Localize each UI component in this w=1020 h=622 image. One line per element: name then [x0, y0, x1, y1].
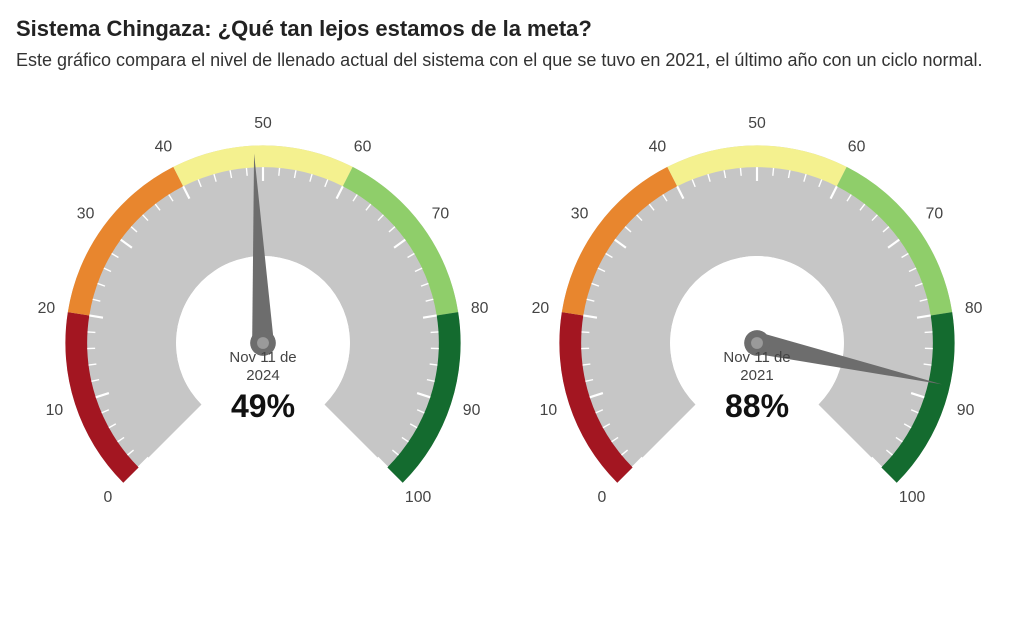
svg-text:70: 70 [432, 206, 450, 223]
gauge-left-date2: 2024 [229, 367, 296, 384]
svg-text:20: 20 [38, 300, 56, 317]
gauge-left-date1: Nov 11 de [229, 349, 296, 366]
gauge-right-value: 88% [723, 388, 790, 425]
svg-text:50: 50 [254, 115, 272, 132]
svg-text:80: 80 [965, 300, 983, 317]
gauge-right-date1: Nov 11 de [723, 349, 790, 366]
gauges-row: 0102030405060708090100 Nov 11 de 2024 49… [16, 96, 1004, 511]
svg-text:20: 20 [532, 300, 550, 317]
gauge-right-svg: 0 10 20 30 40 50 60 70 80 90 100 [510, 96, 1004, 511]
chart-title: Sistema Chingaza: ¿Qué tan lejos estamos… [16, 16, 1004, 42]
gauge-left-center: Nov 11 de 2024 49% [229, 349, 296, 424]
gauge-left-value: 49% [229, 388, 296, 425]
svg-text:80: 80 [471, 300, 489, 317]
svg-text:40: 40 [649, 139, 667, 156]
svg-text:60: 60 [848, 139, 866, 156]
svg-text:0: 0 [598, 490, 607, 507]
gauge-right-date2: 2021 [723, 367, 790, 384]
svg-text:0: 0 [104, 490, 113, 507]
svg-text:100: 100 [405, 490, 432, 507]
gauge-right-center: Nov 11 de 2021 88% [723, 349, 790, 424]
gauge-left: 0 10 20 30 40 50 60 70 80 90 100 Nov 11 de 2024 49… [16, 96, 510, 511]
svg-text:30: 30 [77, 206, 95, 223]
gauge-right: 0 10 20 30 40 50 60 70 80 90 100 Nov 11 de 2021 88… [510, 96, 1004, 511]
svg-text:50: 50 [748, 115, 766, 132]
svg-text:100: 100 [899, 490, 926, 507]
svg-text:70: 70 [926, 206, 944, 223]
svg-text:10: 10 [540, 402, 558, 419]
svg-text:90: 90 [957, 402, 975, 419]
svg-text:40: 40 [155, 139, 173, 156]
gauge-left-svg: 0 10 20 30 40 50 60 70 80 90 100 [16, 96, 510, 511]
svg-text:60: 60 [354, 139, 372, 156]
svg-text:30: 30 [571, 206, 589, 223]
chart-subtitle: Este gráfico compara el nivel de llenado… [16, 48, 1004, 72]
svg-text:10: 10 [46, 402, 64, 419]
svg-text:90: 90 [463, 402, 481, 419]
